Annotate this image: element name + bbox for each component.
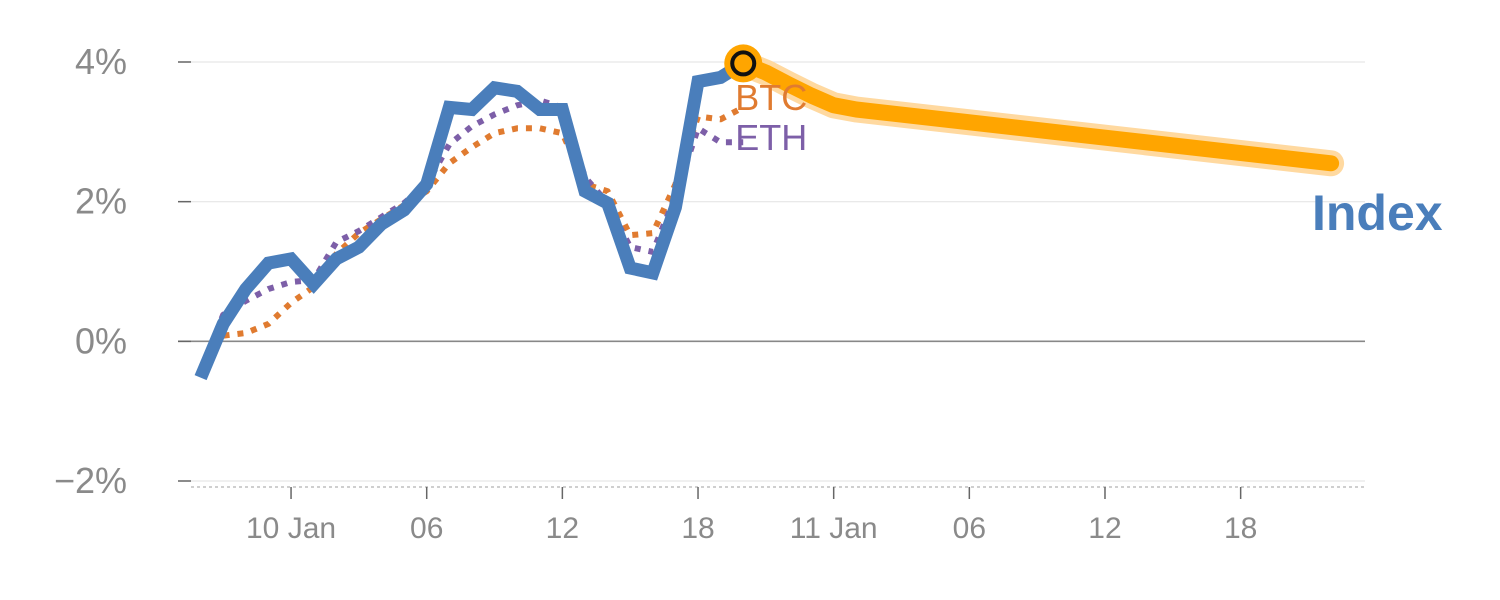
- y-tick-label: 0%: [75, 320, 127, 361]
- eth-series-line: [197, 97, 744, 372]
- x-tick-label: 18: [1224, 512, 1257, 545]
- x-tick-label: 12: [546, 512, 579, 545]
- series-layer: [194, 44, 1345, 381]
- y-tick-label: 4%: [75, 41, 127, 82]
- eth-series-label: ETH: [735, 117, 807, 158]
- y-tick-label: 2%: [75, 181, 127, 222]
- highlight-point-marker: [730, 50, 757, 77]
- index-series-line: [194, 57, 747, 381]
- x-tick-label: 06: [953, 512, 986, 545]
- index-series-label: Index: [1312, 185, 1443, 241]
- x-tick-label: 06: [410, 512, 443, 545]
- x-tick-label: 12: [1088, 512, 1121, 545]
- x-tick-label: 11 Jan: [790, 512, 878, 545]
- x-tick-label: 10 Jan: [246, 512, 336, 545]
- y-tick-label: −2%: [54, 460, 127, 501]
- forecast-line: [735, 55, 1340, 172]
- btc-series-label: BTC: [735, 77, 807, 118]
- x-tick-label: 18: [681, 512, 714, 545]
- x-axis: 10 Jan 06 12 18 11 Jan 06 12 18: [191, 486, 1365, 545]
- y-axis: 4% 2% 0% −2%: [54, 41, 191, 501]
- series-labels: BTC ETH Index: [735, 77, 1443, 241]
